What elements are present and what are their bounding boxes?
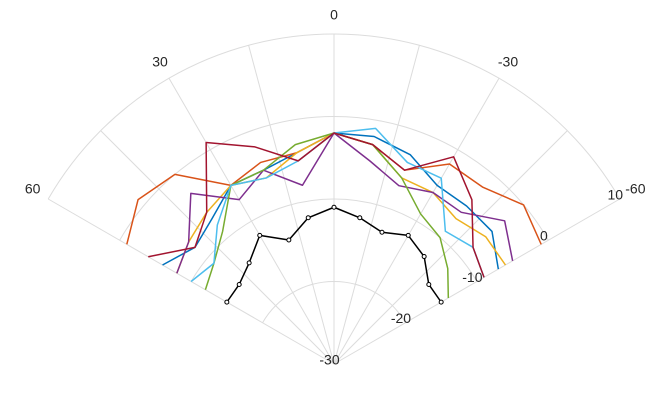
r-tick-label: -30 <box>319 351 339 367</box>
series-8-point-10 <box>405 232 411 238</box>
theta-tick-label: 60 <box>25 181 41 197</box>
series-8-point-5 <box>286 237 292 243</box>
theta-tick-label: 0 <box>330 7 338 23</box>
series-8-point-2 <box>236 281 242 287</box>
series-8-point-8 <box>357 215 363 221</box>
r-tick-label: 0 <box>540 228 548 244</box>
grid-spoke-m60 <box>333 198 621 365</box>
series-8-point-3 <box>246 260 252 266</box>
series-layer <box>126 127 542 305</box>
grid-spoke-15 <box>248 45 335 365</box>
series-8-point-9 <box>379 229 385 235</box>
series-line-3 <box>176 132 507 274</box>
theta-tick-label: 30 <box>152 53 168 69</box>
polar-grid <box>47 33 621 365</box>
series-8-point-6 <box>305 215 311 221</box>
series-line-7 <box>148 132 485 278</box>
r-tick-label: 10 <box>608 186 624 202</box>
grid-spoke-m45 <box>333 130 568 365</box>
theta-tick-label: -60 <box>625 181 645 197</box>
grid-spoke-m30 <box>333 77 500 365</box>
series-8-point-4 <box>257 232 263 238</box>
series-8-point-11 <box>421 254 427 260</box>
series-8-point-7 <box>331 204 337 210</box>
series-8-point-13 <box>438 299 444 305</box>
r-tick-label: -10 <box>462 269 482 285</box>
theta-tick-label: -30 <box>498 53 518 69</box>
series-8-point-1 <box>224 299 230 305</box>
grid-spoke-m15 <box>333 45 420 365</box>
grid-spoke-60 <box>47 198 335 365</box>
r-tick-label: -20 <box>391 310 411 326</box>
series-8-point-12 <box>426 281 432 287</box>
grid-arc-r-0 <box>47 33 621 200</box>
grid-spoke-45 <box>100 130 335 365</box>
grid-spoke-30 <box>168 77 335 365</box>
